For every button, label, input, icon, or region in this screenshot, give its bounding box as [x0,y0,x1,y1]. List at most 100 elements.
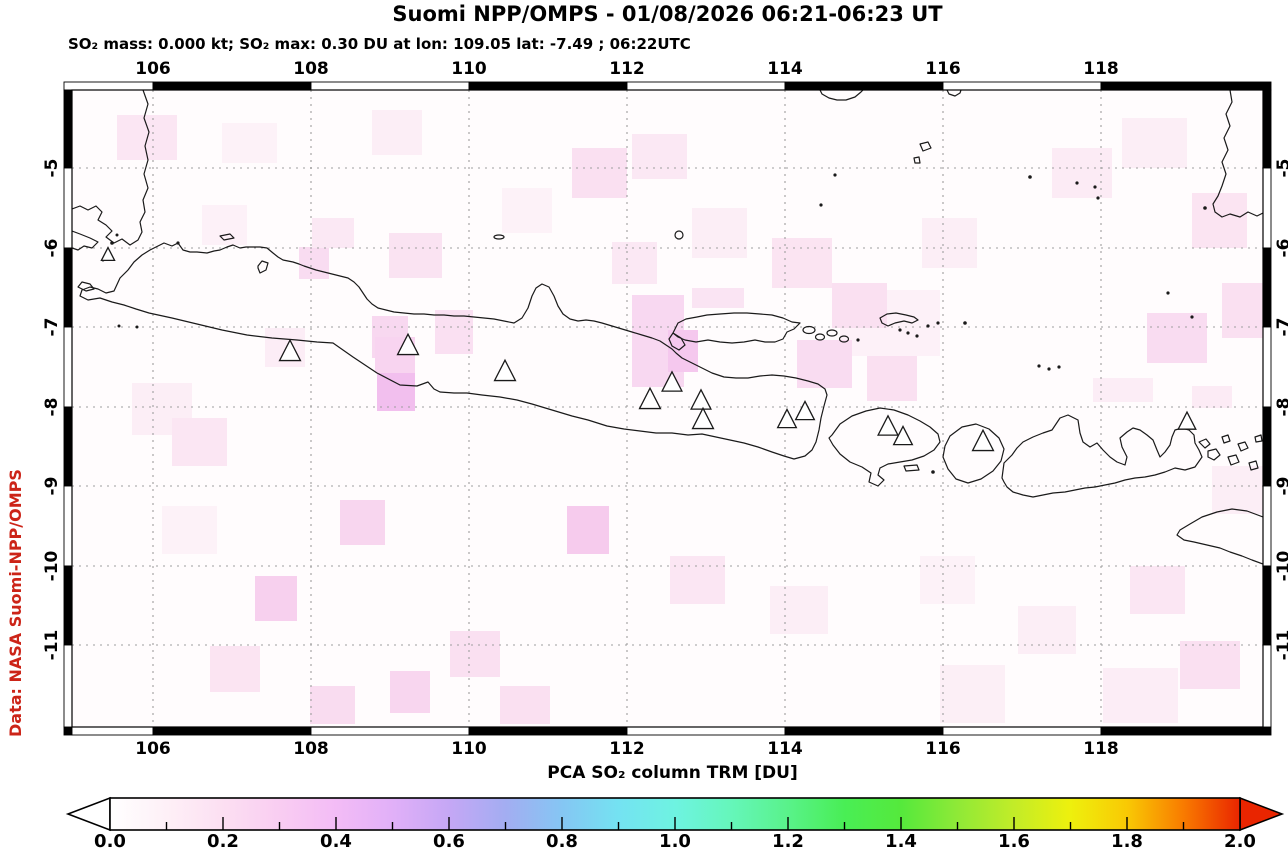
so2-patch [299,247,329,279]
so2-patch [572,148,627,198]
coastline-lombok [942,423,1005,484]
page-title: Suomi NPP/OMPS - 01/08/2026 06:21-06:23 … [392,2,943,26]
colorbar-title: PCA SO₂ column TRM [DU] [547,763,798,783]
lat-tick-label: -11 [1274,629,1288,661]
so2-patch [770,586,828,634]
volcano-marker [100,246,116,262]
so2-patch [920,556,975,604]
zebra-top [468,81,628,91]
so2-patch [922,218,977,268]
so2-patch [1180,641,1240,689]
lat-tick-label: -9 [42,476,62,496]
volcano-marker [892,425,914,446]
so2-patch [1103,668,1178,723]
so2-patch [435,310,473,354]
lat-tick-label: -5 [1274,158,1288,178]
so2-patch-layer [72,90,1263,727]
volcano-marker-layer [100,246,1197,452]
colorbar-tick-label: 1.8 [1111,831,1143,852]
gridline-layer [72,90,1263,727]
so2-patch [202,205,247,245]
zebra-bottom [942,726,1102,736]
lat-tick-label: -6 [1274,238,1288,258]
volcano-marker [794,400,816,421]
so2-patch [389,233,442,278]
lon-tick-label: 112 [609,59,645,79]
so2-patch [1093,378,1153,402]
zebra-bottom [626,726,786,736]
so2-patch [1122,118,1187,168]
map-plot [72,90,1263,727]
island-ellipses [493,230,850,343]
colorbar-tick-label: 0.0 [94,831,126,852]
coastline-komodo-cluster [1198,434,1263,471]
volcano-marker [1177,410,1197,430]
colorbar-tick-label: 1.6 [998,831,1030,852]
lon-tick-label: 108 [293,59,329,79]
zebra-bottom [310,726,470,736]
so2-patch [692,208,747,258]
lon-tick-label: 110 [451,739,487,759]
coastline-sulawesi [1212,90,1263,218]
coastline-borneo-tip [819,90,962,101]
lon-tick-label: 116 [925,59,961,79]
lon-tick-label: 114 [767,739,803,759]
zebra-bottom [63,726,73,736]
lat-tick-label: -8 [1274,397,1288,417]
zebra-top [626,81,786,91]
lat-tick-label: -6 [42,238,62,258]
volcano-marker [971,428,995,452]
so2-patch [162,506,217,554]
so2-patch [1212,466,1263,514]
coastline-sumatra [72,90,150,251]
island-dots [101,173,1207,474]
so2-patch [1192,193,1247,248]
so2-patch [567,506,609,554]
zebra-bottom [152,726,312,736]
zebra-top [152,81,312,91]
so2-patch [1018,606,1076,654]
colorbar-tick-label: 0.8 [546,831,578,852]
so2-patch [632,134,687,179]
lat-tick-label: -9 [1274,476,1288,496]
zebra-bottom [1100,726,1272,736]
zebra-top [1100,81,1272,91]
so2-patch [222,123,277,163]
colorbar-tick-label: 1.2 [772,831,804,852]
colorbar-tick-label: 2.0 [1224,831,1256,852]
lon-tick-label: 110 [451,59,487,79]
volcano-marker [638,386,662,410]
colorbar-tick-label: 0.4 [320,831,352,852]
so2-patch [500,686,550,724]
colorbar-tick-label: 0.2 [207,831,239,852]
lon-tick-label: 112 [609,739,645,759]
coastline-sumbawa [1001,414,1203,498]
so2-patch [210,646,260,692]
zebra-bottom [468,726,628,736]
so2-patch [1192,386,1232,408]
coastline-sumba [1176,508,1263,565]
coastline-small-features [77,141,932,472]
lat-tick-label: -7 [1274,317,1288,337]
so2-patch [377,373,415,411]
lat-tick-label: -10 [1274,550,1288,582]
zebra-top [63,81,154,91]
colorbar [65,796,1285,832]
so2-patch [1052,148,1112,198]
coastline-madura [668,312,801,351]
so2-patch [832,283,887,328]
subtitle: SO₂ mass: 0.000 kt; SO₂ max: 0.30 DU at … [68,35,691,53]
so2-patch [940,665,1005,723]
lon-tick-label: 108 [293,739,329,759]
so2-patch [502,188,552,233]
volcano-marker [690,388,712,410]
so2-patch [1222,283,1263,338]
coastline-layer [72,90,1263,565]
lat-tick-label: -7 [42,317,62,337]
so2-patch [450,631,500,677]
so2-patch [310,686,355,724]
so2-patch [772,238,832,288]
so2-patch [172,418,227,466]
